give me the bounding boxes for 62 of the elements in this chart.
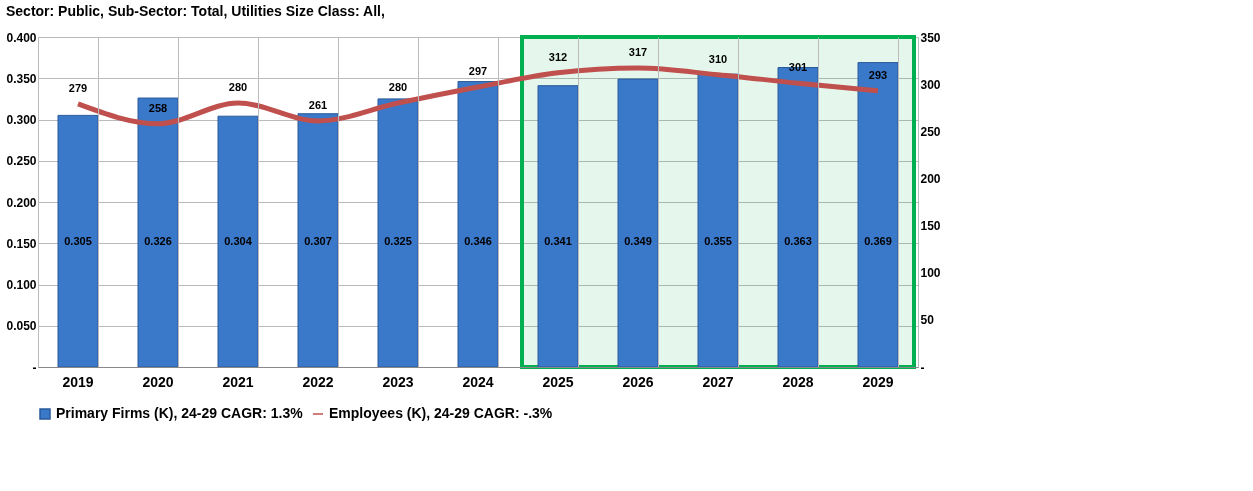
data-label: 297	[468, 64, 488, 77]
data-label: 317	[628, 46, 648, 59]
data-label: 0.349	[624, 234, 652, 247]
data-label: 293	[868, 68, 888, 81]
bar	[857, 62, 899, 368]
bar	[217, 115, 259, 368]
data-label: 0.326	[144, 234, 172, 247]
data-label: 261	[308, 98, 328, 111]
y-tick-label: 0.200	[6, 195, 37, 210]
y2-tick-label: 250	[920, 124, 941, 139]
x-tick-label: 2019	[62, 373, 94, 390]
x-tick-label: 2021	[222, 373, 254, 390]
bar	[537, 85, 579, 368]
y2-tick-label: 50	[920, 313, 935, 328]
y-tick-label: 0.300	[6, 113, 37, 127]
y-tick-label: 0.250	[6, 154, 37, 169]
x-tick-label: 2028	[782, 373, 814, 390]
x-tick-label: 2026	[622, 373, 654, 390]
y-tick-label: 0.400	[6, 30, 37, 45]
y-tick-label: 0.150	[6, 236, 37, 251]
x-tick-label: 2027	[702, 373, 734, 390]
data-label: 312	[548, 50, 568, 63]
y2-tick-label: 300	[920, 77, 941, 92]
x-tick-label: 2023	[382, 373, 414, 390]
legend-label: Employees (K), 24-29 CAGR: -.3%	[329, 405, 553, 421]
data-label: 0.305	[64, 234, 92, 247]
bar	[137, 97, 179, 368]
y-tick-label: 0.350	[6, 71, 37, 86]
data-label: 280	[388, 81, 408, 93]
y-tick-label: 0.100	[6, 278, 37, 292]
data-label: 0.307	[304, 234, 332, 247]
data-label: 0.369	[864, 234, 892, 247]
data-label: 0.355	[704, 234, 732, 247]
data-label: 0.346	[464, 234, 492, 247]
bar	[57, 114, 99, 368]
x-tick-label: 2029	[862, 373, 894, 390]
legend-label: Primary Firms (K), 24-29 CAGR: 1.3%	[56, 405, 304, 421]
data-label: 310	[708, 52, 728, 65]
data-label: 0.304	[224, 234, 253, 247]
data-label: 279	[68, 81, 88, 94]
y2-tick-label: -	[920, 360, 925, 375]
y-tick-label: -	[32, 360, 37, 375]
x-tick-label: 2024	[462, 373, 494, 390]
data-label: 280	[228, 81, 248, 93]
bar	[617, 78, 659, 368]
data-label: 0.325	[384, 234, 412, 247]
bar	[457, 81, 499, 368]
bar	[297, 113, 339, 368]
y-tick-label: 0.050	[6, 319, 37, 334]
x-tick-label: 2020	[142, 373, 174, 390]
data-label: 258	[148, 101, 168, 114]
x-tick-label: 2025	[542, 373, 574, 390]
y2-tick-label: 200	[920, 171, 941, 186]
y2-tick-label: 350	[920, 30, 941, 45]
bar	[697, 73, 739, 368]
data-label: 0.363	[784, 234, 812, 247]
data-label: 0.341	[544, 234, 572, 247]
x-tick-label: 2022	[302, 373, 334, 390]
chart-title: Sector: Public, Sub-Sector: Total, Utilities Size Class: All,	[5, 3, 385, 19]
bar	[377, 98, 419, 368]
y2-tick-label: 150	[920, 219, 941, 234]
y2-tick-label: 100	[920, 266, 941, 281]
